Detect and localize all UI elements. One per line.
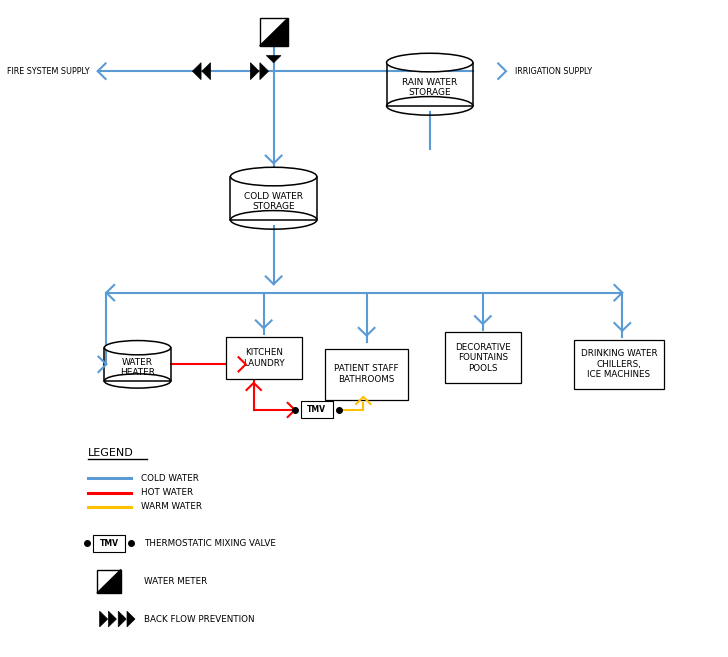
Polygon shape — [97, 570, 121, 593]
Polygon shape — [260, 18, 288, 46]
Polygon shape — [202, 62, 210, 79]
Text: FIRE SYSTEM SUPPLY: FIRE SYSTEM SUPPLY — [7, 66, 90, 76]
Polygon shape — [192, 62, 201, 79]
Polygon shape — [118, 611, 126, 627]
Text: IRRIGATION SUPPLY: IRRIGATION SUPPLY — [515, 66, 592, 76]
Text: BACK FLOW PREVENTION: BACK FLOW PREVENTION — [144, 614, 255, 623]
Polygon shape — [97, 570, 121, 593]
Text: THERMOSTATIC MIXING VALVE: THERMOSTATIC MIXING VALVE — [144, 539, 276, 548]
Text: KITCHEN
LAUNDRY: KITCHEN LAUNDRY — [243, 348, 285, 367]
FancyBboxPatch shape — [93, 535, 125, 552]
Ellipse shape — [231, 168, 317, 186]
Text: LEGEND: LEGEND — [87, 448, 133, 458]
Polygon shape — [108, 611, 116, 627]
Ellipse shape — [387, 53, 473, 72]
Text: HOT WATER: HOT WATER — [141, 488, 193, 497]
FancyBboxPatch shape — [445, 332, 521, 383]
Polygon shape — [260, 62, 269, 79]
Text: RAIN WATER
STORAGE: RAIN WATER STORAGE — [402, 78, 457, 97]
Text: WATER METER: WATER METER — [144, 577, 207, 586]
Polygon shape — [250, 62, 259, 79]
FancyBboxPatch shape — [226, 336, 302, 379]
FancyBboxPatch shape — [325, 349, 408, 399]
Polygon shape — [266, 56, 281, 62]
Polygon shape — [260, 18, 288, 46]
Text: COLD WATER
STORAGE: COLD WATER STORAGE — [244, 192, 303, 211]
Text: WARM WATER: WARM WATER — [141, 503, 202, 512]
Text: COLD WATER: COLD WATER — [141, 474, 199, 483]
Text: PATIENT STAFF
BATHROOMS: PATIENT STAFF BATHROOMS — [334, 365, 399, 384]
Text: DRINKING WATER
CHILLERS,
ICE MACHINES: DRINKING WATER CHILLERS, ICE MACHINES — [581, 350, 657, 379]
FancyBboxPatch shape — [574, 340, 664, 389]
Text: WATER
HEATER: WATER HEATER — [120, 358, 155, 377]
FancyBboxPatch shape — [301, 401, 333, 419]
Text: DECORATIVE
FOUNTAINS
POOLS: DECORATIVE FOUNTAINS POOLS — [455, 343, 511, 373]
Text: TMV: TMV — [100, 539, 119, 548]
Ellipse shape — [104, 340, 170, 355]
Polygon shape — [100, 611, 108, 627]
Text: TMV: TMV — [307, 405, 326, 415]
Polygon shape — [127, 611, 135, 627]
